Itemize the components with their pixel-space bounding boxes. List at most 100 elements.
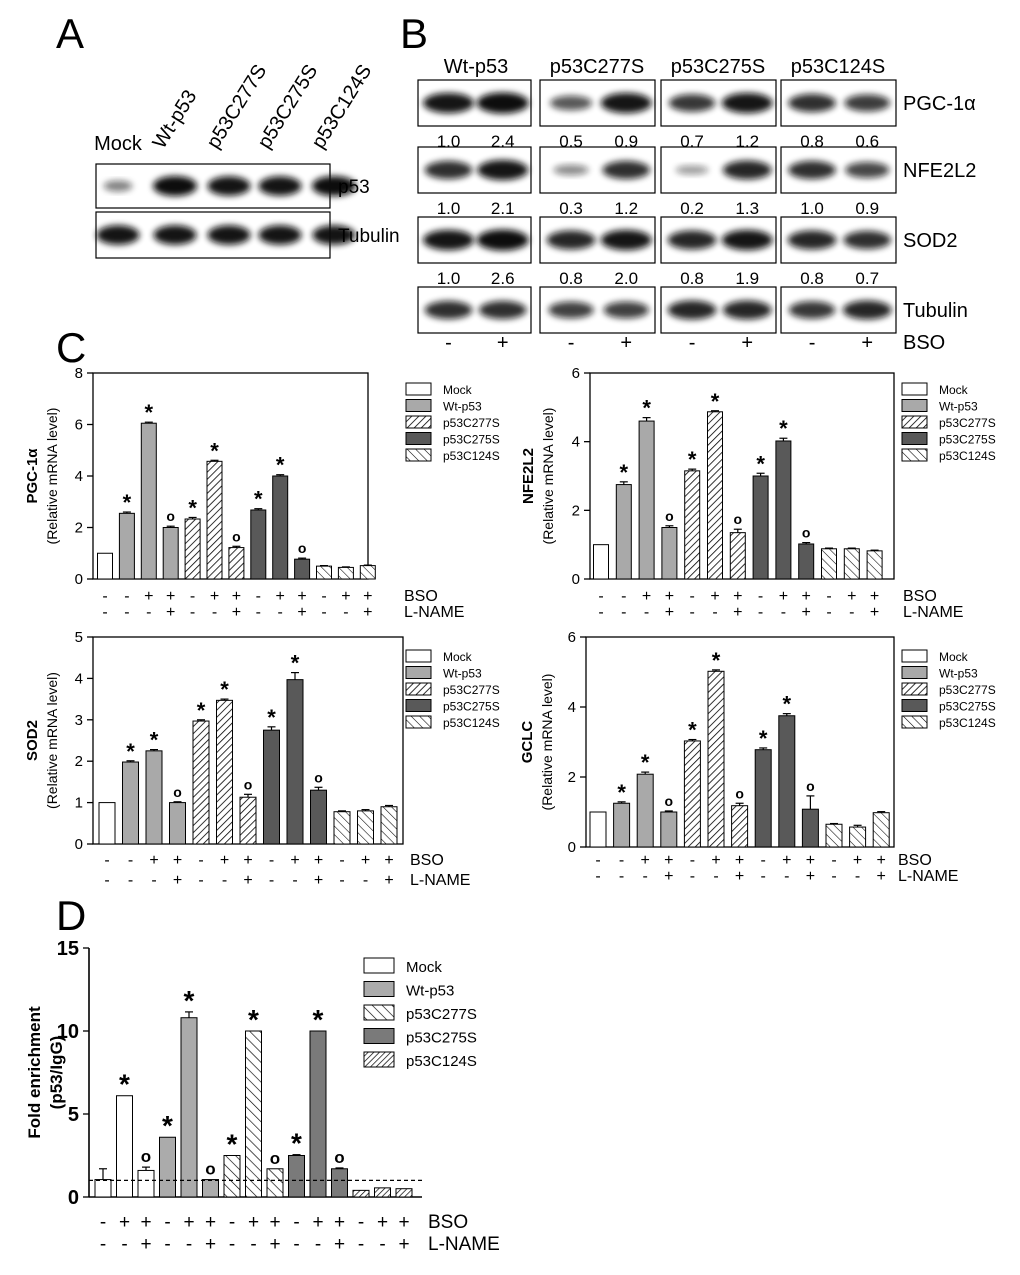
- bar: [798, 543, 815, 580]
- legend-label: Wt-p53: [406, 983, 454, 1000]
- bso-sign: +: [398, 1212, 409, 1233]
- bar: [97, 552, 113, 580]
- legend-label: p53C277S: [443, 683, 500, 697]
- bso-sign: +: [144, 588, 153, 605]
- bar: [825, 823, 843, 848]
- significance-star: *: [150, 728, 159, 753]
- lname-sign: +: [733, 604, 742, 621]
- significance-star: *: [188, 495, 197, 520]
- lname-sign: -: [781, 604, 786, 621]
- lname-sign: -: [198, 872, 203, 889]
- bso-sign: -: [128, 852, 133, 869]
- bso-sign: +: [384, 852, 393, 869]
- bso-sign: -: [761, 852, 766, 869]
- lname-row-label: L-NAME: [404, 604, 464, 621]
- lname-sign: +: [205, 1234, 216, 1255]
- bso-sign: -: [619, 852, 624, 869]
- legend-label: p53C277S: [406, 1006, 477, 1023]
- bso-sign: +: [314, 852, 323, 869]
- bar: [223, 1155, 241, 1198]
- bar: [636, 773, 654, 848]
- bso-sign: +: [710, 588, 719, 605]
- bso-sign: -: [198, 852, 203, 869]
- lname-sign: -: [128, 872, 133, 889]
- lname-sign: -: [379, 1234, 385, 1255]
- bso-sign: +: [334, 1212, 345, 1233]
- lname-sign: +: [735, 868, 744, 885]
- bar: [159, 1136, 176, 1198]
- lname-sign: +: [173, 872, 182, 889]
- y-tick-label: 5: [75, 629, 83, 646]
- densitometry-value: 0.6: [855, 132, 879, 151]
- legend-swatch: [363, 1028, 395, 1044]
- bar: [137, 1169, 155, 1198]
- bar: [731, 805, 749, 848]
- bar: [660, 811, 678, 848]
- y-axis-title: Fold enrichment: [25, 1006, 44, 1139]
- lname-sign: -: [293, 1234, 299, 1255]
- lname-sign: -: [121, 1234, 127, 1255]
- bar: [352, 1189, 370, 1198]
- bso-sign: +: [853, 852, 862, 869]
- legend-swatch: [901, 448, 928, 462]
- legend-label: Mock: [406, 959, 442, 976]
- densitometry-value: 1.9: [735, 269, 759, 288]
- bar: [310, 789, 327, 845]
- panel-label-d: D: [56, 892, 86, 939]
- bar: [801, 808, 819, 848]
- lname-sign: -: [190, 604, 195, 621]
- treatment-sign: -: [689, 332, 696, 354]
- panel-label-a: A: [56, 10, 84, 57]
- bso-row-label: BSO: [428, 1212, 468, 1233]
- bar: [778, 715, 796, 848]
- significance-star: *: [184, 985, 195, 1016]
- bso-row-label: BSO: [898, 852, 932, 869]
- bso-row-label: BSO: [410, 852, 444, 869]
- legend-label: p53C124S: [406, 1053, 477, 1070]
- blot-band: [550, 95, 593, 111]
- densitometry-value: 0.2: [680, 199, 704, 218]
- blot-band: [722, 160, 772, 180]
- bso-sign: +: [312, 1212, 323, 1233]
- blot-band: [546, 230, 596, 250]
- lname-sign: -: [315, 1234, 321, 1255]
- bar: [752, 475, 769, 580]
- blot-row-label: Tubulin: [903, 300, 968, 322]
- lname-sign: +: [297, 604, 306, 621]
- legend-label: p53C275S: [406, 1030, 477, 1047]
- bar: [593, 544, 609, 580]
- bar: [145, 750, 163, 845]
- y-tick-label: 1: [75, 795, 83, 812]
- legend-swatch: [363, 957, 395, 974]
- significance-star: *: [126, 739, 135, 764]
- densitometry-value: 0.8: [680, 269, 704, 288]
- bso-sign: -: [758, 588, 763, 605]
- y-tick-label: 0: [568, 839, 576, 856]
- legend-swatch: [405, 415, 432, 429]
- blot-band: [788, 160, 836, 180]
- blot-band: [668, 94, 716, 112]
- lname-row-label: L-NAME: [428, 1234, 500, 1255]
- legend-label: p53C275S: [443, 433, 500, 447]
- y-tick-label: 2: [568, 769, 576, 786]
- lname-sign: -: [151, 872, 156, 889]
- blot-band: [600, 92, 652, 114]
- bar: [333, 811, 351, 845]
- bso-sign: +: [297, 588, 306, 605]
- significance-circle: o: [244, 776, 253, 792]
- bar: [216, 699, 233, 845]
- legend-label: p53C277S: [443, 416, 500, 430]
- lname-sign: +: [664, 868, 673, 885]
- bso-sign: -: [339, 852, 344, 869]
- lname-sign: -: [256, 604, 261, 621]
- lname-sign: -: [164, 1234, 170, 1255]
- bar: [316, 565, 332, 580]
- legend-label: p53C275S: [443, 700, 500, 714]
- lname-sign: +: [140, 1234, 151, 1255]
- bso-sign: +: [361, 852, 370, 869]
- y-tick-label: 0: [75, 836, 83, 853]
- legend-label: Wt-p53: [939, 667, 978, 681]
